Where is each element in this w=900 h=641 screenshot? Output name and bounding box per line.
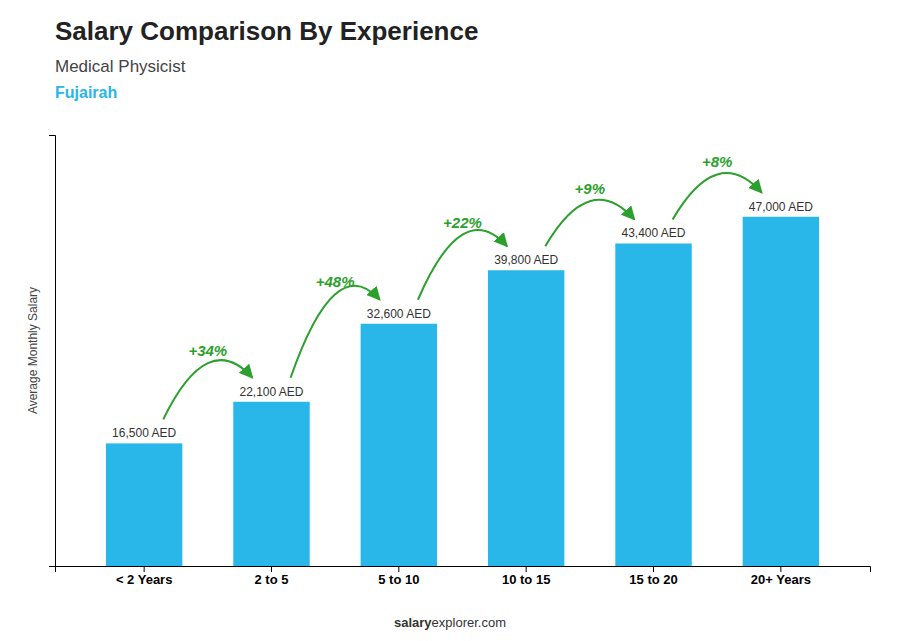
x-axis: < 2 Years 2 to 5 5 to 10 10 to 15 15 to 20 20… xyxy=(56,566,871,587)
x-tick-mark xyxy=(526,566,527,572)
x-tick-label: < 2 Years xyxy=(116,572,173,587)
x-tick: 2 to 5 xyxy=(255,566,289,587)
x-tick-label: 10 to 15 xyxy=(502,572,550,587)
x-tick-mark xyxy=(271,566,272,572)
bar xyxy=(615,243,691,566)
data-label: 47,000 AED xyxy=(749,200,813,214)
plot: < 2 Years 2 to 5 5 to 10 10 to 15 15 to 20 20… xyxy=(49,136,871,588)
bar xyxy=(488,270,564,566)
change-arrow xyxy=(418,230,507,300)
x-tick-label: 15 to 20 xyxy=(629,572,677,587)
change-arrow xyxy=(163,360,252,419)
subtitle: Medical Physicist xyxy=(55,57,186,76)
change-label: +9% xyxy=(575,180,605,197)
change-annotations: +34% +48% +22% +9% +8% xyxy=(163,153,762,419)
x-tick-mark xyxy=(653,566,654,572)
x-tick: 15 to 20 xyxy=(629,566,677,587)
y-axis xyxy=(49,136,56,567)
y-axis-title: Average Monthly Salary xyxy=(26,287,40,414)
data-label: 22,100 AED xyxy=(239,385,303,399)
x-tick-label: 2 to 5 xyxy=(255,572,289,587)
change-label: +8% xyxy=(702,153,732,170)
x-tick-label: 5 to 10 xyxy=(378,572,419,587)
x-tick: 5 to 10 xyxy=(378,566,419,587)
change-arrow xyxy=(291,286,380,378)
bar xyxy=(233,402,309,566)
bar xyxy=(361,324,437,566)
change-label: +48% xyxy=(316,273,355,290)
bar xyxy=(743,217,819,566)
x-tick-mark xyxy=(144,566,145,572)
x-tick-mark xyxy=(780,566,781,572)
change-label: +34% xyxy=(188,342,227,359)
data-label: 16,500 AED xyxy=(112,426,176,440)
data-label: 43,400 AED xyxy=(621,226,685,240)
x-tick: < 2 Years xyxy=(116,566,173,587)
y-axis-line xyxy=(49,136,56,567)
change-label: +22% xyxy=(443,214,482,231)
x-axis-line xyxy=(56,567,871,573)
x-tick-mark xyxy=(398,566,399,572)
footer-normal: explorer.com xyxy=(432,615,506,630)
footer-bold: salary xyxy=(394,615,432,630)
change-arrow xyxy=(673,173,762,219)
annotation-city: Fujairah xyxy=(55,84,117,101)
x-tick-label: 20+ Years xyxy=(751,572,811,587)
change-arrow xyxy=(545,200,634,246)
data-label: 39,800 AED xyxy=(494,253,558,267)
data-label: 32,600 AED xyxy=(367,307,431,321)
x-tick: 20+ Years xyxy=(751,566,811,587)
data-labels: 16,500 AED 22,100 AED 32,600 AED 39,800 AED… xyxy=(112,200,813,441)
title: Salary Comparison By Experience xyxy=(55,16,478,46)
x-tick: 10 to 15 xyxy=(502,566,550,587)
footer: salaryexplorer.com xyxy=(394,615,506,630)
bars xyxy=(106,217,819,566)
bar xyxy=(106,443,182,566)
chart: Salary Comparison By Experience Medical P… xyxy=(0,0,900,641)
